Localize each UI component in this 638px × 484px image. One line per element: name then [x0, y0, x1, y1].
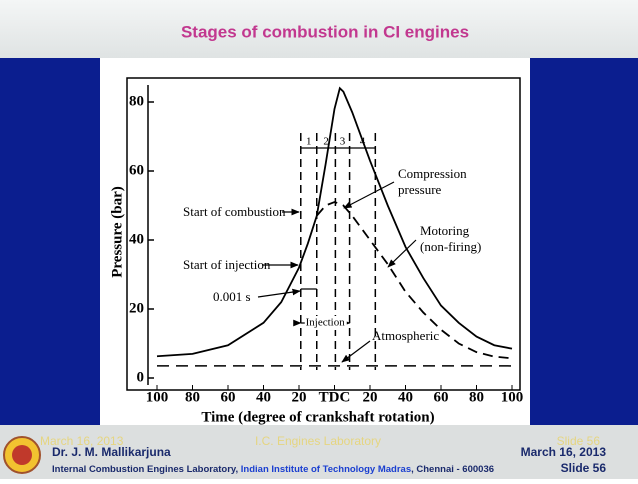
- y-axis-label: Pressure (bar): [109, 186, 125, 278]
- x-tick-label: 80: [185, 389, 200, 405]
- annotation: Start of injection: [183, 257, 271, 272]
- annotation: Compression: [398, 166, 467, 181]
- y-tick-label: 40: [129, 231, 144, 247]
- annotation-arrow: [341, 340, 371, 363]
- x-tick-label: 40: [398, 389, 413, 405]
- plot-frame: [126, 77, 521, 391]
- y-tick-label: 0: [137, 369, 145, 385]
- footer: [0, 425, 638, 479]
- ghost-date: March 16, 2013: [40, 434, 124, 448]
- logo-inner: [12, 445, 32, 465]
- y-tick-label: 60: [129, 162, 144, 178]
- place: , Chennai - 600036: [411, 464, 494, 475]
- curve: [156, 86, 513, 358]
- x-tick-label: TDC: [319, 389, 351, 405]
- injection-label: Injection: [306, 317, 346, 329]
- header: [0, 0, 638, 58]
- stage-label: 4: [360, 136, 366, 148]
- institute: Indian Institute of Technology Madras: [241, 464, 411, 475]
- slide-number: Slide 56: [561, 461, 607, 475]
- author: Dr. J. M. Mallikarjuna: [52, 445, 171, 459]
- stage-label: 1: [306, 136, 312, 148]
- ghost-slide: Slide 56: [557, 434, 601, 448]
- annotation: Motoring: [420, 223, 470, 238]
- y-tick-label: 20: [129, 300, 144, 316]
- injection-label-bg: [304, 316, 347, 330]
- slide-title: Stages of combustion in CI engines: [181, 22, 469, 41]
- affiliation: Internal Combustion Engines Laboratory, …: [52, 464, 494, 475]
- annotation-arrow: [387, 239, 417, 268]
- x-tick-label: 60: [434, 389, 449, 405]
- annotation: pressure: [398, 182, 442, 197]
- x-tick-label: 20: [363, 389, 378, 405]
- date: March 16, 2013: [521, 445, 607, 459]
- x-tick-label: 100: [501, 389, 524, 405]
- annotation: Start of combustion: [183, 204, 286, 219]
- x-tick-label: 20: [292, 389, 307, 405]
- curve: [316, 201, 513, 360]
- ghost-lab: I.C. Engines Laboratory: [255, 434, 381, 448]
- annotation: Atmospheric: [372, 328, 439, 343]
- stage-label: 3: [340, 136, 346, 148]
- lab: Internal Combustion Engines Laboratory,: [52, 464, 241, 475]
- x-tick-label: 80: [469, 389, 484, 405]
- annotation-arrow: [343, 181, 395, 209]
- x-tick-label: 100: [146, 389, 169, 405]
- annotation: (non-firing): [420, 239, 481, 254]
- annotation: 0.001 s: [213, 289, 251, 304]
- x-tick-label: 60: [221, 389, 236, 405]
- stage-label: 2: [323, 136, 329, 148]
- y-tick-label: 80: [129, 93, 144, 109]
- figure: [100, 58, 530, 425]
- annotation-arrow: [257, 288, 301, 298]
- x-axis-label: Time (degree of crankshaft rotation): [201, 409, 434, 425]
- x-tick-label: 40: [256, 389, 271, 405]
